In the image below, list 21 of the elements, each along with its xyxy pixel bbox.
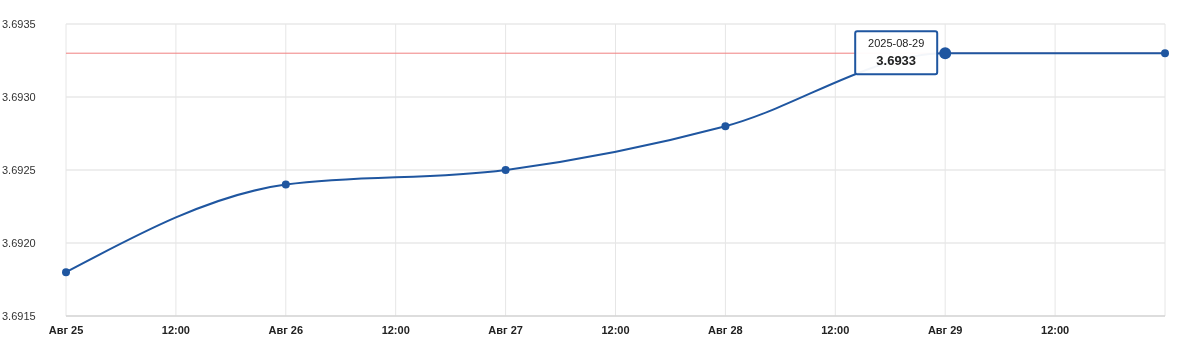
x-tick-label: Авг 28 [708, 324, 743, 336]
point [501, 166, 510, 174]
point [281, 180, 290, 189]
point [721, 122, 730, 131]
x-tick-label: 12:00 [1041, 324, 1070, 336]
y-tick-label: 3.6930 [2, 91, 36, 103]
y-tick-label: 3.6935 [2, 18, 36, 30]
x-tick-label: Авг 27 [488, 324, 523, 336]
x-tick-label: Авг 25 [48, 324, 84, 336]
x-tick-label: 12:00 [821, 324, 850, 336]
point [62, 268, 70, 277]
y-tick-label: 3.6925 [2, 164, 36, 176]
x-tick-label: Авг 26 [268, 324, 304, 336]
point [1161, 49, 1169, 58]
x-tick-label: 12:00 [161, 324, 190, 336]
y-tick-label: 3.6920 [2, 237, 36, 249]
annotation: 2025-08-29 3.6933 [868, 37, 925, 69]
x-tick-label: 12:00 [381, 324, 410, 336]
x-tick-label: 12:00 [601, 324, 630, 336]
y-tick-label: 3.6915 [2, 310, 36, 322]
x-tick-label: Авг 29 [927, 324, 963, 336]
